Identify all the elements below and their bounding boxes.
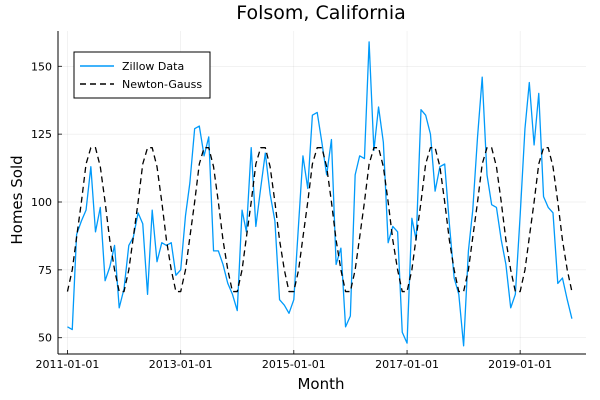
y-tick-labels: 50 75 100 125 150 [31,60,52,344]
y-tick-label: 125 [31,128,52,141]
series-line-newton-gauss [66,147,573,293]
x-axis-label: Month [297,375,344,393]
x-tick-label: 2013-01-01 [149,358,213,371]
x-tick-labels: 2011-01-01 2013-01-01 2015-01-01 2017-01-01… [35,358,552,371]
series-line-zillow-data [67,41,573,347]
y-tick-label: 150 [31,60,52,73]
y-tick-label: 100 [31,196,52,209]
legend: Zillow Data Newton-Gauss [73,51,211,99]
plot-area [66,41,573,347]
legend-box [73,51,211,99]
y-axis-label: Homes Sold [8,155,26,244]
y-tick-label: 75 [38,264,52,277]
legend-label-zillow-data: Zillow Data [122,60,184,73]
x-tick-label: 2015-01-01 [262,358,326,371]
x-tick-label: 2011-01-01 [35,358,99,371]
chart-title: Folsom, California [236,2,406,24]
y-tick-label: 50 [38,332,52,345]
axes [57,31,586,355]
legend-label-newton-gauss: Newton-Gauss [122,78,202,91]
x-tick-label: 2019-01-01 [488,358,552,371]
x-tick-label: 2017-01-01 [375,358,439,371]
gridlines [58,31,586,354]
